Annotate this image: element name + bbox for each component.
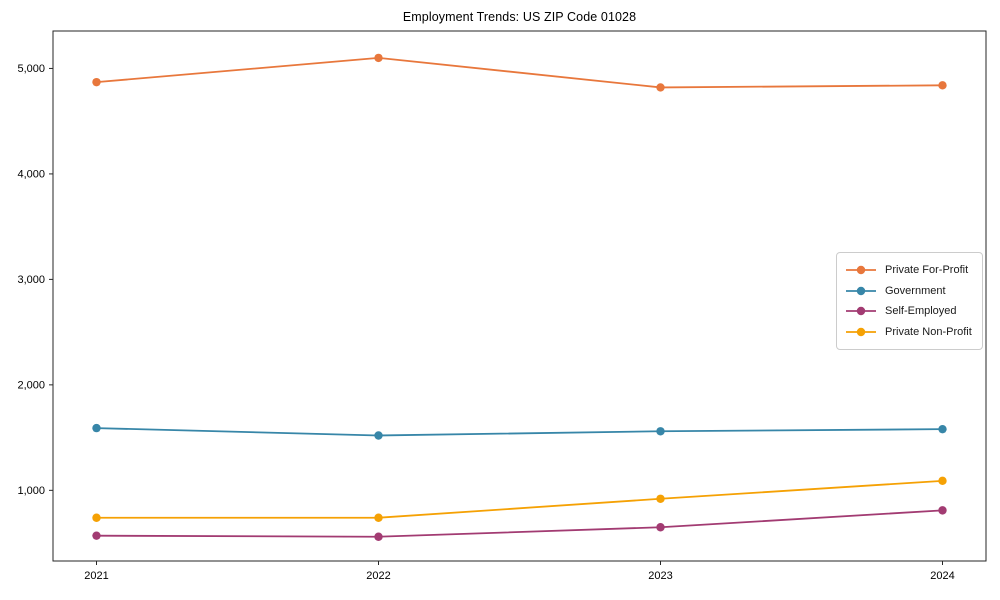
data-point: [938, 424, 947, 434]
data-point: [938, 81, 947, 90]
data-point: [656, 523, 665, 532]
data-point: [938, 506, 947, 515]
legend-item: Government: [845, 281, 972, 302]
series-line: [96, 479, 943, 519]
data-point: [92, 423, 101, 433]
data-point: [92, 513, 101, 522]
legend-label: Self-Employed: [885, 305, 957, 318]
line-marker-icon: [846, 327, 876, 336]
x-axis-tick-label: 2021: [84, 570, 108, 582]
data-point: [92, 531, 101, 540]
x-axis-tick-label: 2024: [930, 570, 954, 582]
series-line: [96, 509, 943, 538]
data-point: [374, 53, 383, 63]
legend-label: Private Non-Profit: [885, 325, 972, 338]
axes-frame: [52, 30, 987, 562]
legend-label: Government: [885, 284, 946, 297]
line-marker-icon: [846, 286, 876, 295]
x-axis-tick-label: 2022: [366, 570, 390, 582]
y-axis-tick-label: 1,000: [17, 485, 45, 497]
data-point: [656, 494, 665, 503]
data-point: [938, 476, 947, 486]
data-point: [656, 427, 665, 436]
y-axis-tick-label: 5,000: [17, 63, 45, 75]
data-point: [656, 83, 665, 92]
legend: Private For-Profit Government Self-Emplo…: [836, 252, 983, 350]
legend-item: Self-Employed: [845, 301, 972, 322]
data-point: [374, 431, 383, 440]
chart-title: Employment Trends: US ZIP Code 01028: [402, 10, 637, 24]
series-line: [96, 56, 943, 89]
y-axis-tick-label: 3,000: [17, 274, 45, 286]
legend-item: Private Non-Profit: [845, 322, 972, 343]
data-point: [92, 77, 101, 87]
legend-label: Private For-Profit: [885, 264, 969, 277]
data-point: [374, 532, 383, 541]
line-marker-icon: [846, 307, 876, 316]
x-axis-tick-label: 2023: [648, 570, 672, 582]
data-point: [374, 513, 383, 522]
series-line: [96, 427, 943, 437]
y-axis-tick-label: 2,000: [17, 379, 45, 391]
legend-item: Private For-Profit: [845, 260, 972, 281]
y-axis-tick-label: 4,000: [17, 168, 45, 180]
line-marker-icon: [846, 266, 876, 275]
